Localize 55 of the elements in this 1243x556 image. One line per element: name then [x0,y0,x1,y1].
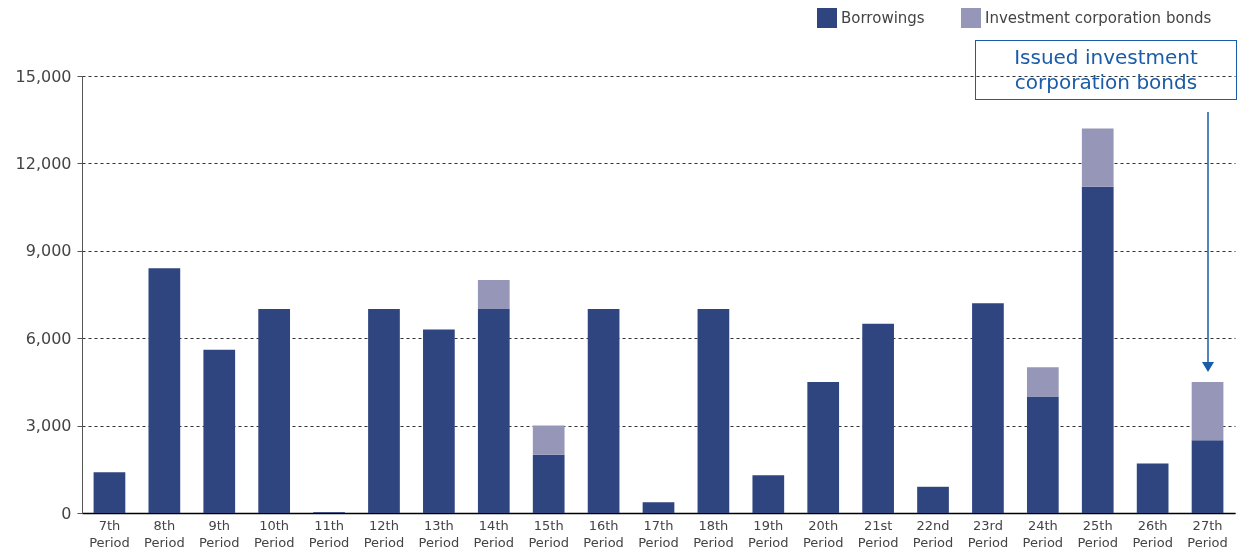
bar [917,486,949,513]
bar [532,425,565,455]
x-tick-label: 18th Period [693,517,734,550]
bar [587,309,620,513]
x-tick-label: 20th Period [802,517,844,550]
bar [807,381,840,513]
bar [368,309,400,513]
bar [258,309,291,513]
x-tick-label: 10th Period [253,517,295,550]
y-tick-label: 0 [61,503,72,523]
x-tick-label: 22nd Period [912,517,954,550]
y-tick-label: 3,000 [25,416,72,436]
bar [972,303,1004,513]
bar [1081,186,1114,513]
y-tick-label: 15,000 [15,66,72,86]
bar [1136,463,1169,513]
bar [477,309,510,513]
legend-label: Investment corporation bonds [985,9,1212,27]
bar [697,309,730,513]
bar [752,475,785,513]
y-tick-label: 12,000 [15,153,72,173]
bar [1026,396,1059,513]
bar [93,472,126,513]
legend-label: Borrowings [841,9,925,27]
bar [642,502,675,513]
x-tick-label: 21st Period [857,517,899,550]
x-tick-label: 16th Period [583,517,624,550]
x-tick-label: 14th Period [473,517,515,550]
y-tick-label: 6,000 [25,328,72,348]
x-tick-label: 12th Period [363,517,405,550]
bar [1026,367,1059,397]
x-tick-label: 7th Period [89,517,130,550]
y-tick-label: 9,000 [25,241,72,261]
x-tick-label: 13th Period [418,517,460,550]
annotation: Issued investment corporation bonds [975,40,1237,100]
x-tick-label: 25th Period [1077,517,1119,550]
bar [423,329,455,513]
bar [148,268,181,513]
x-tick-label: 11th Period [308,517,350,550]
x-tick-label: 23rd Period [967,517,1009,550]
bar [1191,440,1224,513]
x-tick-label: 9th Period [198,517,240,550]
x-tick-label: 19th Period [748,517,789,550]
x-tick-label: 17th Period [638,517,679,550]
x-tick-label: 15th Period [528,517,569,550]
bar [1081,128,1114,187]
bar [1191,381,1224,441]
bar [477,279,510,310]
x-tick-label: 8th Period [144,517,185,550]
bar [532,454,565,513]
bar [203,349,236,513]
x-tick-label: 26th Period [1132,517,1173,550]
x-tick-label: 24th Period [1022,517,1064,550]
bar [862,323,894,513]
x-tick-label: 27th Period [1187,517,1228,550]
